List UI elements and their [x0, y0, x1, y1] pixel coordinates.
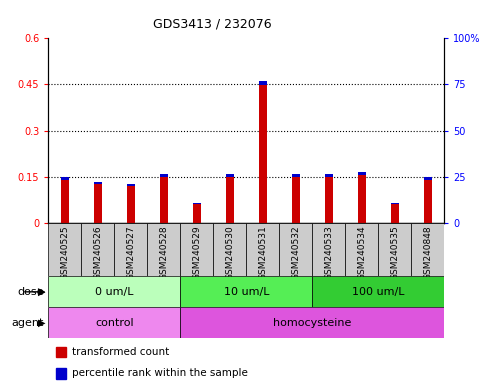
- Bar: [81, 223, 114, 276]
- Bar: [391, 204, 399, 223]
- Text: GSM240532: GSM240532: [291, 225, 300, 280]
- Bar: [292, 174, 300, 177]
- Text: GSM240527: GSM240527: [127, 225, 135, 280]
- Text: 100 um/L: 100 um/L: [352, 287, 405, 297]
- Text: ▶: ▶: [38, 287, 46, 297]
- Text: transformed count: transformed count: [72, 347, 170, 358]
- Bar: [378, 223, 412, 276]
- Bar: [358, 175, 366, 223]
- Text: control: control: [95, 318, 134, 328]
- Bar: [48, 307, 180, 338]
- Bar: [259, 85, 267, 223]
- Text: homocysteine: homocysteine: [273, 318, 352, 328]
- Bar: [114, 223, 147, 276]
- Text: 0 um/L: 0 um/L: [95, 287, 134, 297]
- Bar: [48, 276, 180, 307]
- Bar: [259, 81, 267, 85]
- Bar: [292, 177, 300, 223]
- Bar: [391, 202, 399, 204]
- Text: GSM240529: GSM240529: [192, 225, 201, 280]
- Bar: [180, 276, 313, 307]
- Bar: [325, 177, 333, 223]
- Bar: [180, 307, 444, 338]
- Text: GDS3413 / 232076: GDS3413 / 232076: [153, 17, 272, 30]
- Bar: [61, 180, 69, 223]
- Text: 10 um/L: 10 um/L: [224, 287, 269, 297]
- Bar: [313, 276, 444, 307]
- Bar: [246, 223, 279, 276]
- Bar: [160, 174, 168, 177]
- Text: GSM240526: GSM240526: [93, 225, 102, 280]
- Bar: [213, 223, 246, 276]
- Bar: [147, 223, 180, 276]
- Text: GSM240525: GSM240525: [60, 225, 69, 280]
- Text: percentile rank within the sample: percentile rank within the sample: [72, 368, 248, 379]
- Text: GSM240531: GSM240531: [258, 225, 267, 280]
- Bar: [193, 203, 201, 204]
- Bar: [424, 177, 432, 180]
- Text: GSM240530: GSM240530: [226, 225, 234, 280]
- Bar: [127, 186, 135, 223]
- Text: GSM240534: GSM240534: [357, 225, 366, 280]
- Text: ▶: ▶: [38, 318, 46, 328]
- Bar: [56, 368, 66, 379]
- Text: agent: agent: [11, 318, 43, 328]
- Bar: [358, 172, 366, 175]
- Bar: [193, 204, 201, 223]
- Text: GSM240533: GSM240533: [325, 225, 333, 280]
- Text: GSM240848: GSM240848: [424, 225, 432, 280]
- Bar: [94, 182, 102, 184]
- Bar: [279, 223, 313, 276]
- Text: dose: dose: [17, 287, 43, 297]
- Text: GSM240528: GSM240528: [159, 225, 168, 280]
- Bar: [127, 184, 135, 186]
- Bar: [61, 177, 69, 180]
- Text: GSM240535: GSM240535: [390, 225, 399, 280]
- Bar: [313, 223, 345, 276]
- Bar: [226, 174, 234, 177]
- Bar: [180, 223, 213, 276]
- Bar: [424, 180, 432, 223]
- Bar: [325, 174, 333, 177]
- Bar: [345, 223, 378, 276]
- Bar: [56, 347, 66, 358]
- Bar: [160, 177, 168, 223]
- Bar: [226, 177, 234, 223]
- Bar: [94, 184, 102, 223]
- Bar: [412, 223, 444, 276]
- Bar: [48, 223, 81, 276]
